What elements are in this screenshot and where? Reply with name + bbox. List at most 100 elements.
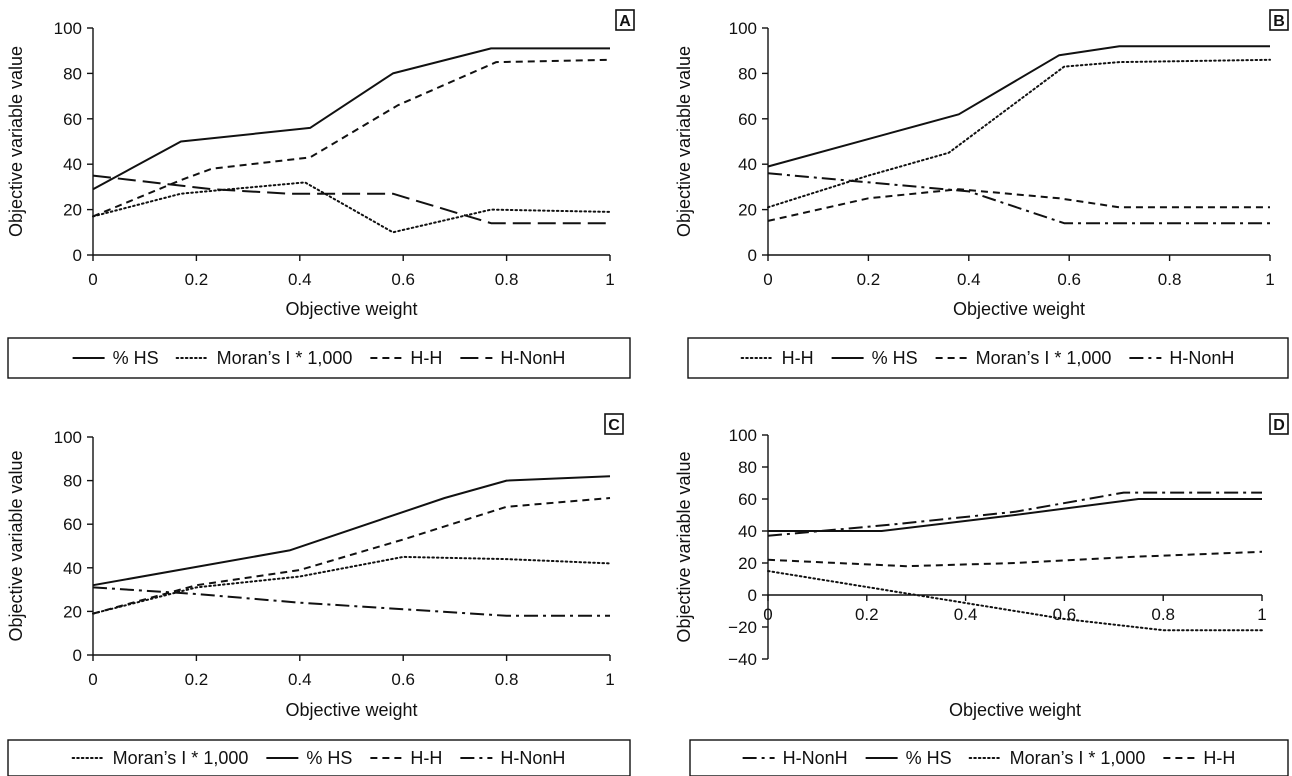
legend-label: H-NonH bbox=[1169, 348, 1234, 368]
series-line-h-nonh bbox=[767, 491, 1262, 537]
legend-label: % HS bbox=[306, 748, 352, 768]
legend: % HS Moran’s I * 1,000 H-H H-NonH bbox=[7, 337, 631, 379]
series-line-hs bbox=[92, 47, 610, 191]
legend-item: H-H bbox=[370, 748, 442, 768]
series-line-h-h bbox=[92, 497, 611, 615]
legend-label: Moran’s I * 1,000 bbox=[217, 348, 353, 368]
y-tick-label: 0 bbox=[748, 246, 757, 265]
x-tick-label: 0.8 bbox=[1151, 605, 1175, 624]
x-tick-label: 0.8 bbox=[495, 270, 519, 289]
legend-label: Moran’s I * 1,000 bbox=[976, 348, 1112, 368]
x-axis-title: Objective weight bbox=[953, 299, 1085, 319]
x-tick-label: 0 bbox=[88, 670, 97, 689]
legend-item: % HS bbox=[266, 748, 352, 768]
series-line-h-nonh bbox=[767, 172, 1270, 225]
x-axis-title: Objective weight bbox=[285, 299, 417, 319]
x-tick-label: 0.4 bbox=[954, 605, 978, 624]
series-line-h-h bbox=[92, 58, 611, 218]
legend-item: H-NonH bbox=[742, 748, 848, 768]
panel-c: 0 20 40 60 80 100 0 0.2 0.4 0.6 0.8 1 Objective weig… bbox=[6, 413, 631, 776]
x-axis-title: Objective weight bbox=[285, 700, 417, 720]
legend-label: H-H bbox=[410, 748, 442, 768]
panel-badge-label: B bbox=[1273, 13, 1285, 30]
y-tick-label: 80 bbox=[738, 458, 757, 477]
y-tick-label: 0 bbox=[73, 246, 82, 265]
legend-label: H-H bbox=[410, 348, 442, 368]
x-tick-label: 0.6 bbox=[1057, 270, 1081, 289]
x-tick-label: 0 bbox=[763, 605, 772, 624]
y-tick-label: 100 bbox=[729, 426, 757, 445]
legend-label: H-NonH bbox=[500, 348, 565, 368]
legend-label: Moran’s I * 1,000 bbox=[113, 748, 249, 768]
y-tick-label: 60 bbox=[738, 110, 757, 129]
x-tick-label: 0.4 bbox=[957, 270, 981, 289]
legend-label: Moran’s I * 1,000 bbox=[1010, 748, 1146, 768]
panel-a: 0 20 40 60 80 100 0 0.2 0.4 0.6 0.8 1 Objective weig… bbox=[6, 9, 635, 379]
series-line-moran-s-i-1-000 bbox=[767, 188, 1270, 222]
x-tick-label: 0.4 bbox=[288, 270, 312, 289]
series-line-h-h bbox=[767, 58, 1271, 209]
legend-label: % HS bbox=[872, 348, 918, 368]
legend-label: H-H bbox=[1203, 748, 1235, 768]
legend-item: % HS bbox=[865, 748, 952, 768]
legend-label: % HS bbox=[113, 348, 159, 368]
y-tick-label: 100 bbox=[729, 19, 757, 38]
panel-d: −40 −20 0 20 40 60 80 100 0 0.2 0.4 0.6 0.8 1 Objectiv… bbox=[674, 413, 1289, 776]
series-line-hs bbox=[768, 498, 1262, 532]
y-axis-title: Objective variable value bbox=[6, 46, 26, 237]
y-axis-title: Objective variable value bbox=[674, 46, 694, 237]
y-tick-label: 80 bbox=[63, 472, 82, 491]
x-tick-label: 0 bbox=[88, 270, 97, 289]
y-tick-label: 80 bbox=[738, 64, 757, 83]
legend-item: Moran’s I * 1,000 bbox=[968, 748, 1146, 768]
x-tick-label: 0.2 bbox=[857, 270, 881, 289]
legend: H-NonH % HS Moran’s I * 1,000 H-H bbox=[689, 739, 1289, 776]
y-tick-label: 60 bbox=[738, 490, 757, 509]
legend-item: H-H bbox=[1163, 748, 1235, 768]
series-line-moran-s-i-1-000 bbox=[92, 555, 611, 615]
legend-item: H-H bbox=[740, 348, 814, 368]
x-axis-title: Objective weight bbox=[949, 700, 1081, 720]
series-line-h-nonh bbox=[92, 174, 610, 225]
legend-box bbox=[7, 739, 631, 776]
y-tick-label: −20 bbox=[728, 618, 757, 637]
legend-item: % HS bbox=[831, 348, 918, 368]
legend-label: H-NonH bbox=[783, 748, 848, 768]
series-line-moran-s-i-1-000 bbox=[92, 181, 611, 234]
y-tick-label: 20 bbox=[63, 201, 82, 220]
y-tick-label: 40 bbox=[63, 155, 82, 174]
series-line-h-h bbox=[767, 550, 1263, 568]
y-tick-label: 20 bbox=[738, 554, 757, 573]
series-line-hs bbox=[767, 45, 1270, 168]
x-tick-label: 0.8 bbox=[1158, 270, 1182, 289]
legend: H-H % HS Moran’s I * 1,000 H-NonH bbox=[687, 337, 1289, 379]
y-tick-label: 20 bbox=[738, 201, 757, 220]
x-tick-label: 0.6 bbox=[391, 270, 415, 289]
legend-label: % HS bbox=[906, 748, 952, 768]
legend-item: H-NonH bbox=[460, 748, 565, 768]
y-axis-title: Objective variable value bbox=[674, 451, 694, 642]
y-tick-label: 100 bbox=[54, 19, 82, 38]
legend-item: % HS bbox=[72, 348, 159, 368]
legend-item: H-H bbox=[370, 348, 442, 368]
y-axis-title: Objective variable value bbox=[6, 450, 26, 641]
legend-item: H-NonH bbox=[1129, 348, 1234, 368]
legend-item: Moran’s I * 1,000 bbox=[71, 748, 249, 768]
x-tick-label: 0.6 bbox=[391, 670, 415, 689]
x-tick-label: 0.2 bbox=[185, 670, 209, 689]
x-tick-label: 0.4 bbox=[288, 670, 312, 689]
legend: Moran’s I * 1,000 % HS H-H H-NonH bbox=[7, 739, 631, 776]
y-tick-label: 80 bbox=[63, 64, 82, 83]
legend-label: H-NonH bbox=[500, 748, 565, 768]
panel-badge-label: C bbox=[608, 417, 620, 434]
x-tick-label: 0.2 bbox=[185, 270, 209, 289]
y-tick-label: 60 bbox=[63, 515, 82, 534]
legend-item: Moran’s I * 1,000 bbox=[935, 348, 1112, 368]
legend-box bbox=[7, 337, 631, 379]
panel-badge-label: A bbox=[619, 13, 631, 30]
x-tick-label: 1 bbox=[605, 670, 614, 689]
x-tick-label: 1 bbox=[1257, 605, 1266, 624]
panel-badge-box bbox=[1269, 413, 1289, 435]
y-tick-label: 40 bbox=[738, 522, 757, 541]
